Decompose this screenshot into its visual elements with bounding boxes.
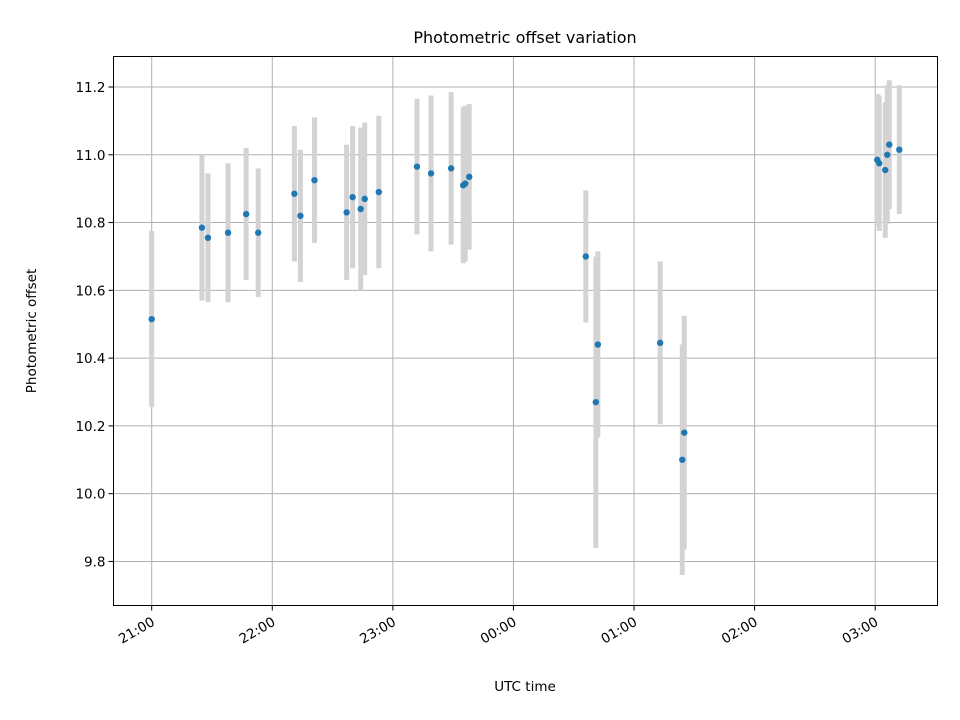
y-axis-label: Photometric offset [24,269,40,393]
x-axis-label: UTC time [494,679,556,695]
x-tick-label: 22:00 [237,614,279,647]
data-point [594,341,602,348]
y-tick-label: 10.2 [75,419,105,435]
data-point [148,315,155,323]
data-point [427,170,435,177]
data-point [413,163,421,170]
data-points [148,141,903,463]
data-point [884,151,891,158]
data-point [679,456,686,463]
data-point [224,229,232,236]
y-tick-label: 10.4 [75,351,105,367]
x-tick-label: 03:00 [840,614,882,647]
data-point [882,166,889,174]
y-tick-label: 11.2 [75,80,105,96]
data-point [242,210,250,218]
data-point [375,188,382,196]
x-axis-ticks: 21:00 22:00 23:00 00:00 01:00 02:00 03:00 [116,605,882,647]
data-point [361,195,368,203]
data-point [656,339,664,347]
y-tick-label: 10.8 [75,216,105,232]
data-point [343,209,350,216]
data-point [876,160,883,167]
data-point [198,224,206,231]
x-tick-label: 01:00 [598,614,640,647]
data-point [466,173,473,181]
grid [113,56,938,606]
data-point [592,398,600,406]
data-point [462,180,469,187]
y-tick-label: 10.6 [75,283,105,299]
data-point [447,165,455,172]
data-point [311,176,318,184]
data-point [349,193,356,201]
x-tick-label: 21:00 [116,614,158,647]
x-tick-label: 02:00 [719,614,761,647]
data-point [357,205,364,213]
data-point [886,141,893,148]
x-tick-label: 23:00 [357,614,399,647]
data-point [681,429,688,436]
data-point [297,212,304,219]
y-tick-label: 11.0 [75,148,105,164]
y-tick-label: 9.8 [84,554,105,570]
data-point [896,146,903,153]
data-point [291,190,298,197]
x-tick-label: 00:00 [478,614,520,647]
data-point [582,253,589,260]
plot-frame [113,56,938,606]
chart-title: Photometric offset variation [413,28,636,47]
y-axis-ticks: 9.8 10.0 10.2 10.4 10.6 10.8 11.0 11.2 [75,80,114,570]
data-point [255,229,262,236]
data-point [204,234,212,242]
y-tick-label: 10.0 [75,487,105,503]
